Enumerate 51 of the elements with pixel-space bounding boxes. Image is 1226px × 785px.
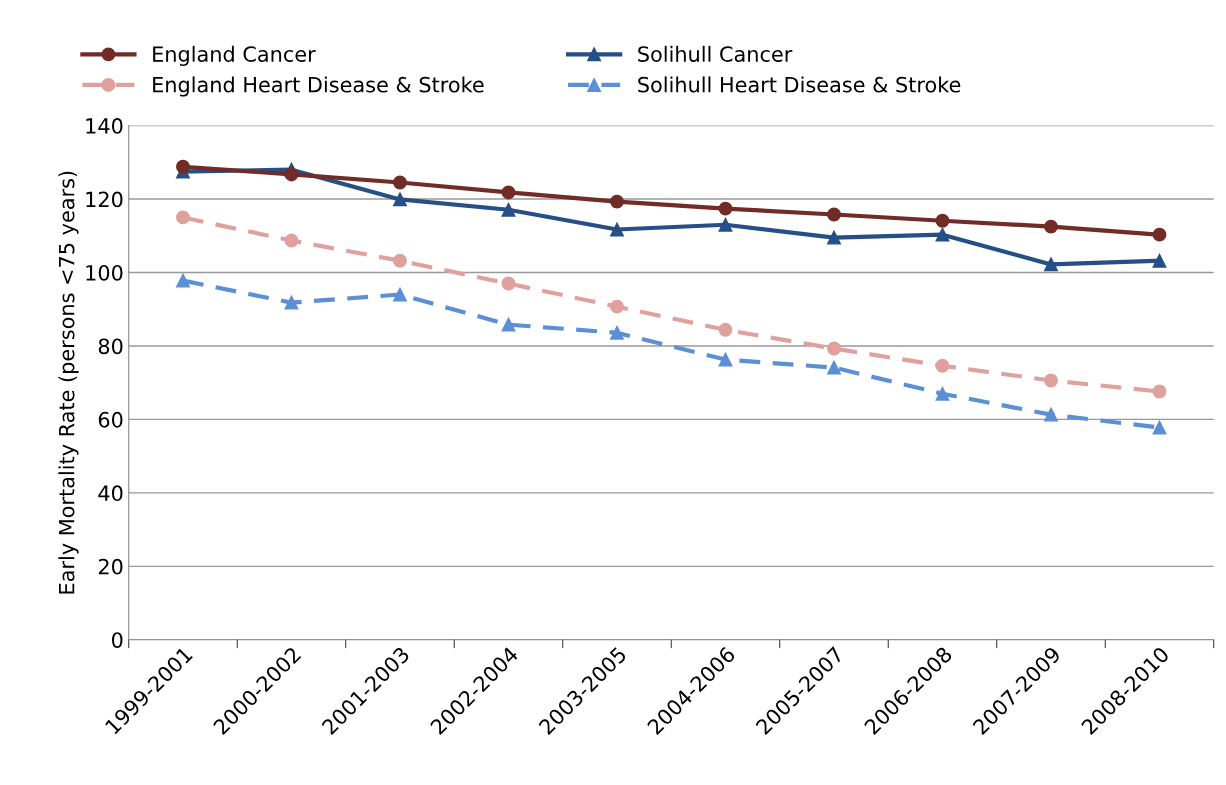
point [827,341,841,356]
legend-label: Solihull Cancer [638,45,793,62]
point [176,159,190,174]
y-tick-label: 40 [98,485,123,502]
point [176,210,190,225]
point [610,325,624,340]
point [935,227,950,242]
y-tick-label: 80 [98,338,123,355]
point [393,192,407,207]
point [935,213,950,228]
point [501,317,516,332]
point [1152,227,1167,242]
point [827,360,841,375]
y-tick-label: 20 [98,558,123,575]
point [610,222,624,237]
point [393,253,407,268]
point [284,233,299,248]
point [1152,420,1167,435]
point [718,201,733,216]
y-tick-label: 140 [86,118,123,134]
legend-label: England Heart Disease & Stroke [153,76,484,97]
point [935,386,950,401]
point [935,358,950,373]
point [393,287,407,302]
y-tick-label: 100 [86,264,123,281]
point [284,167,299,182]
y-tick-label: 60 [98,411,123,428]
legend-label: England Cancer [153,45,316,66]
point [718,352,733,367]
point [1044,219,1058,234]
legend-label: Solihull Heart Disease & Stroke [638,76,961,93]
point [176,273,190,288]
point [393,175,407,190]
point [610,194,624,209]
y-axis-title: Early Mortality Rate (persons <75 years) [58,171,79,594]
point [1152,384,1167,399]
point [501,185,516,200]
point [718,322,733,337]
point [1044,257,1058,272]
point [284,295,299,310]
point [1044,407,1058,422]
point [610,299,624,314]
point [501,202,516,217]
point [1044,373,1058,388]
point [1152,253,1167,268]
point [501,276,516,291]
point [718,217,733,232]
point [827,207,841,222]
point [827,230,841,245]
y-tick-label: 120 [86,191,123,208]
y-tick-label: 0 [111,632,123,648]
